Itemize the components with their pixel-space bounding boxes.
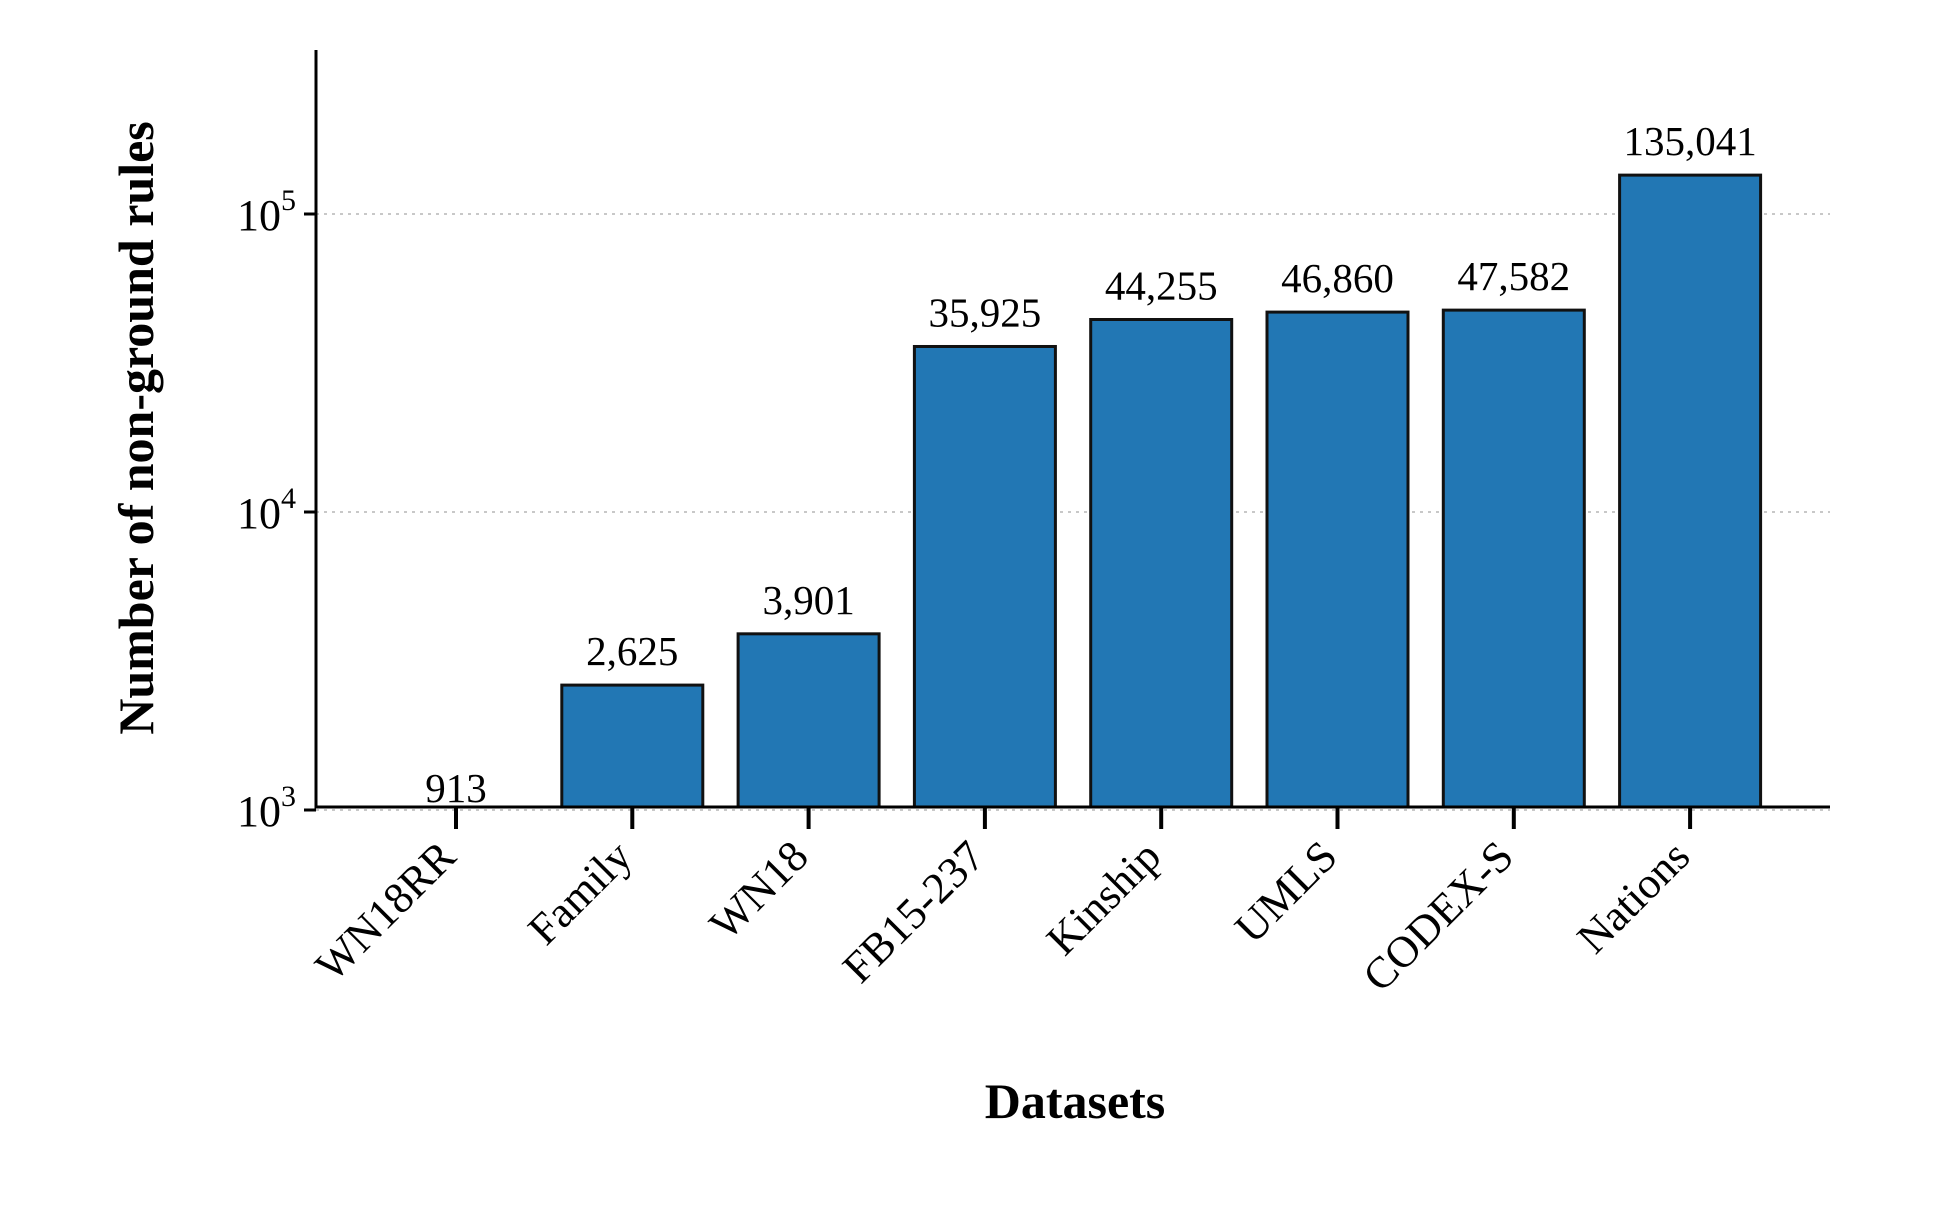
bar-umls [1265, 310, 1410, 809]
value-label: 44,255 [1105, 263, 1218, 309]
y-tick-base: 10 [237, 489, 281, 538]
axes-layer [314, 50, 1830, 809]
x-axis-title: Datasets [985, 1073, 1166, 1129]
value-label: 2,625 [586, 628, 678, 674]
bar-fb15-237 [912, 344, 1057, 809]
y-axis-title: Number of non-ground rules [108, 121, 164, 735]
x-tick-label: FB15-237 [833, 831, 994, 992]
y-tick-label: 104 [237, 482, 296, 538]
bars-layer [560, 173, 1763, 809]
bar-nations [1618, 173, 1763, 809]
value-label: 913 [425, 765, 487, 811]
bar-kinship [1089, 318, 1234, 809]
x-tick-label: CODEX-S [1353, 831, 1522, 1000]
x-tick-label: Kinship [1037, 831, 1170, 964]
bar-codex-s [1441, 308, 1586, 809]
y-tick-base: 10 [237, 191, 281, 240]
value-label: 46,860 [1281, 255, 1394, 301]
y-tick-exponent: 3 [281, 780, 296, 813]
y-tick-exponent: 4 [281, 482, 296, 515]
x-tick-label: WN18 [700, 831, 818, 949]
x-tick-label: Nations [1568, 831, 1699, 962]
value-label: 47,582 [1457, 253, 1570, 299]
x-tick-label: Family [519, 831, 642, 954]
bar-wn18 [736, 632, 881, 809]
value-label: 135,041 [1623, 118, 1756, 164]
value-label: 35,925 [929, 289, 1042, 335]
y-tick-base: 10 [237, 787, 281, 836]
y-tick-label: 105 [237, 184, 296, 240]
x-tick-label: UMLS [1225, 831, 1346, 952]
y-tick-label: 103 [237, 780, 296, 836]
value-label: 3,901 [762, 577, 854, 623]
bar-family [560, 683, 705, 809]
x-tick-label: WN18RR [306, 831, 466, 991]
y-tick-exponent: 5 [281, 184, 296, 217]
value-labels-layer: 913 2,625 3,901 35,925 44,255 46,860 47,582 135… [425, 118, 1756, 811]
grid-layer [316, 213, 1830, 811]
